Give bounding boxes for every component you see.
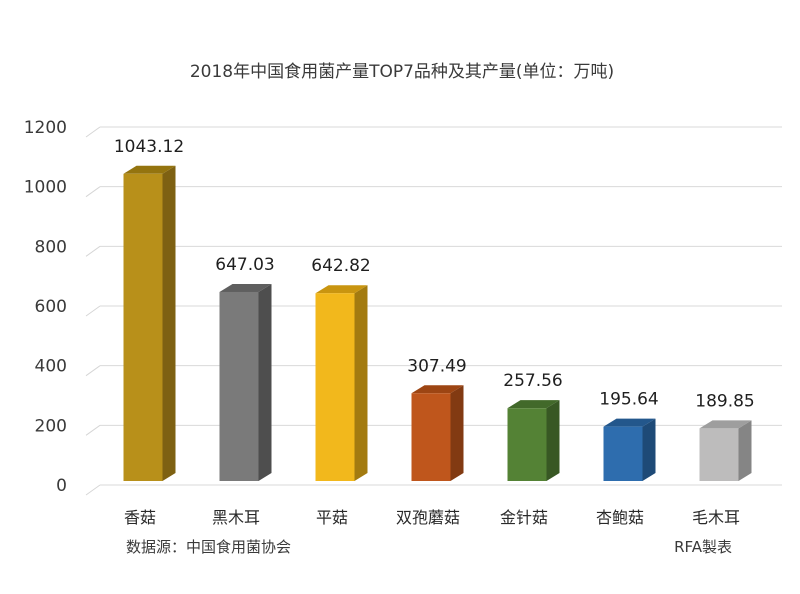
category-labels: 香菇 黑木耳 平菇 双孢蘑菇 金针菇 杏鲍菇 毛木耳 [124,508,740,527]
chart-title: 2018年中国食用菌产量TOP7品种及其产量(单位：万吨) [190,62,614,82]
gridline-800 [85,245,782,257]
bar-平菇 [315,285,368,481]
y-tick-label: 400 [35,357,67,377]
category-label: 平菇 [316,508,348,527]
y-tick-label: 800 [35,237,67,257]
y-tick-label: 1200 [24,118,67,138]
y-axis-ticks: 0 200 400 600 800 1000 1200 [24,118,67,496]
data-label: 307.49 [407,356,466,376]
data-label: 642.82 [311,256,370,276]
category-label: 杏鲍菇 [596,508,644,527]
bar-黑木耳 [219,283,272,481]
category-label: 金针菇 [500,508,548,527]
y-tick-label: 0 [56,476,67,496]
y-tick-label: 200 [35,416,67,436]
gridline-0 [85,484,782,496]
y-tick-label: 1000 [24,178,67,198]
data-label: 257.56 [503,371,562,391]
category-label: 双孢蘑菇 [396,508,460,527]
category-label: 毛木耳 [692,508,740,527]
category-label: 黑木耳 [212,508,260,527]
category-label: 香菇 [124,508,156,527]
bar-毛木耳 [699,420,752,481]
bars [123,165,752,481]
bar-双孢蘑菇 [411,385,464,481]
bar-香菇 [123,165,176,481]
y-tick-label: 600 [35,297,67,317]
data-label: 647.03 [215,255,274,275]
data-labels: 1043.12 647.03 642.82 307.49 257.56 195.64 189… [114,137,755,412]
source-note: 数据源：中国食用菌协会 [126,538,291,556]
bar-杏鲍菇 [603,418,656,481]
data-label: 1043.12 [114,137,184,157]
gridline-600 [85,305,782,317]
bar-金针菇 [507,400,560,481]
gridline-400 [85,365,782,377]
data-label: 189.85 [695,391,754,411]
data-label: 195.64 [599,390,658,410]
gridline-1200 [85,126,782,138]
gridline-1000 [85,186,782,198]
credit-label: RFA製表 [674,538,732,556]
gridlines [85,126,782,496]
